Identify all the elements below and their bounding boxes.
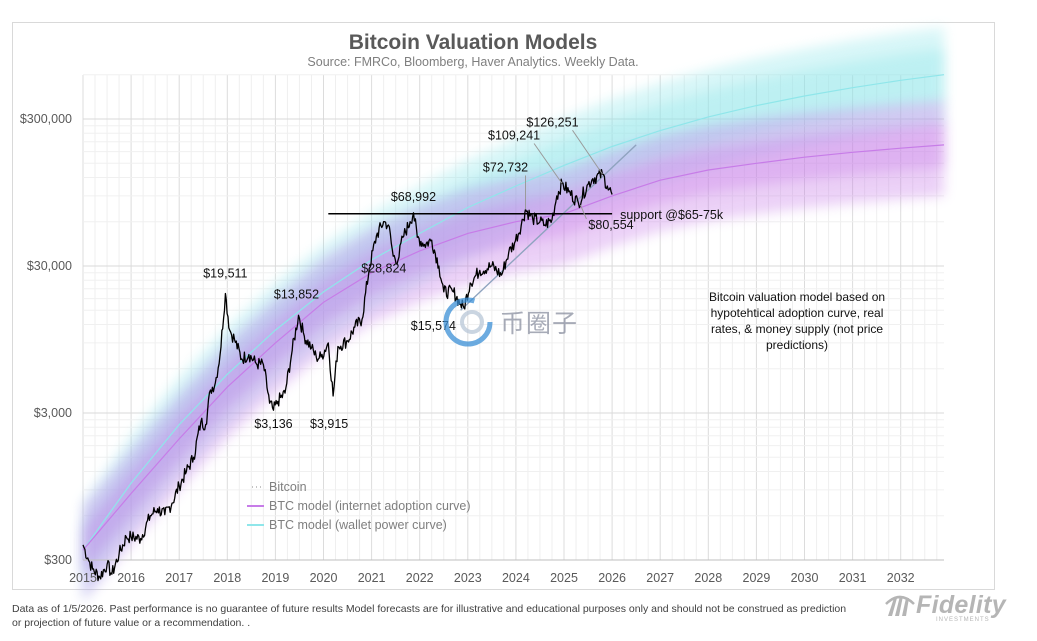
legend-label: Bitcoin: [269, 480, 307, 494]
legend-label: BTC model (internet adoption curve): [269, 499, 470, 513]
x-tick-label: 2025: [550, 571, 578, 585]
support-label: support @$65-75k: [620, 208, 724, 222]
x-tick-label: 2022: [406, 571, 434, 585]
x-tick-label: 2024: [502, 571, 530, 585]
axes: $300 $3,000 $30,000 $300,000 2015 2016 2017 201…: [20, 112, 944, 585]
note-line: predictions): [766, 338, 828, 352]
wallet-band-core: [83, 48, 944, 578]
x-tick-label: 2030: [791, 571, 819, 585]
x-tick-label: 2029: [743, 571, 771, 585]
annotation-label: $13,852: [274, 287, 319, 301]
watermark-text: 币圈子: [500, 309, 579, 338]
note-line: Bitcoin valuation model based on: [709, 290, 885, 304]
series-lines: support @$65-75k: [82, 74, 945, 582]
annotation-leader: [579, 204, 587, 220]
annotations: $19,511 $13,852 $3,136 $3,915 $28,824 $68,992…: [203, 115, 633, 431]
annotation-label: $80,554: [588, 218, 633, 232]
x-tick-label: 2019: [261, 571, 289, 585]
annotation-label: $126,251: [526, 115, 578, 129]
annotation-label: $3,915: [310, 417, 348, 431]
x-tick-label: 2023: [454, 571, 482, 585]
model-note: Bitcoin valuation model based on hypoteht…: [709, 290, 885, 352]
watermark: 币圈子: [442, 291, 612, 353]
x-tick-label: 2021: [358, 571, 386, 585]
x-tick-label: 2016: [117, 571, 145, 585]
annotation-label: $19,511: [203, 266, 247, 280]
x-tick-label: 2020: [310, 571, 338, 585]
y-tick-label: $3,000: [34, 406, 72, 420]
footnote: Data as of 1/5/2026. Past performance is…: [12, 603, 847, 629]
watermark-logo-icon: [443, 297, 493, 347]
annotation-label: $3,136: [254, 417, 292, 431]
y-tick-label: $300,000: [20, 112, 72, 126]
fidelity-logo: Fidelity INVESTMENTS: [884, 590, 1006, 623]
x-tick-label: 2032: [887, 571, 915, 585]
fidelity-sub: INVESTMENTS: [936, 617, 990, 623]
annotation-label: $72,732: [483, 160, 528, 174]
x-tick-label: 2026: [598, 571, 626, 585]
x-tick-label: 2027: [646, 571, 674, 585]
chart-title: Bitcoin Valuation Models: [349, 31, 598, 54]
y-tick-label: $300: [44, 553, 72, 567]
note-line: hypotehtical adoption curve, real: [711, 306, 884, 320]
x-tick-label: 2017: [165, 571, 193, 585]
fidelity-mark-icon: [885, 595, 915, 616]
x-tick-label: 2015: [69, 571, 97, 585]
annotation-label: $68,992: [391, 190, 436, 204]
x-tick-label: 2018: [213, 571, 241, 585]
note-line: rates, & money supply (not price: [711, 322, 883, 336]
y-tick-label: $30,000: [27, 259, 72, 273]
annotation-leader: [572, 129, 603, 175]
annotation-label: $109,241: [488, 128, 540, 142]
annotation-label: $28,824: [361, 262, 406, 276]
chart-frame: [12, 22, 995, 590]
trendline: [460, 144, 637, 311]
bitcoin-price-line: [82, 168, 613, 582]
fidelity-wordmark: Fidelity: [916, 590, 1006, 619]
x-tick-label: 2031: [839, 571, 867, 585]
legend: Bitcoin BTC model (internet adoption curv…: [247, 480, 470, 532]
wallet-power-curve-line: [82, 74, 945, 551]
internet-adoption-curve-line: [82, 144, 945, 551]
annotation-leader: [533, 143, 563, 184]
x-tick-label: 2028: [694, 571, 722, 585]
chart-subtitle: Source: FMRCo, Bloomberg, Haver Analytic…: [307, 55, 638, 69]
legend-label: BTC model (wallet power curve): [269, 518, 447, 532]
